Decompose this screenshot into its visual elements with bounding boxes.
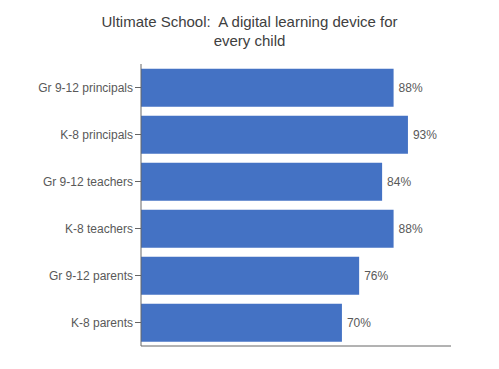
html-text:Ultimate School: A digital lea: Ultimate School: A digital learning devi… — [101, 13, 398, 30]
svg-text:K-8 teachers: K-8 teachers — [65, 222, 133, 236]
svg-text:Gr 9-12 parents: Gr 9-12 parents — [49, 269, 133, 283]
svg-text:70%: 70% — [347, 316, 371, 330]
svg-text:88%: 88% — [399, 81, 423, 95]
svg-text:84%: 84% — [387, 175, 411, 189]
svg-text:76%: 76% — [364, 269, 388, 283]
svg-text:Gr 9-12 principals: Gr 9-12 principals — [38, 81, 133, 95]
html-text:every child: every child — [213, 32, 286, 49]
svg-text:K-8 principals: K-8 principals — [60, 128, 133, 142]
svg-text:93%: 93% — [413, 128, 437, 142]
svg-text:Gr 9-12 teachers: Gr 9-12 teachers — [43, 175, 133, 189]
svg-text:K-8 parents: K-8 parents — [71, 316, 133, 330]
svg-text:88%: 88% — [399, 222, 423, 236]
